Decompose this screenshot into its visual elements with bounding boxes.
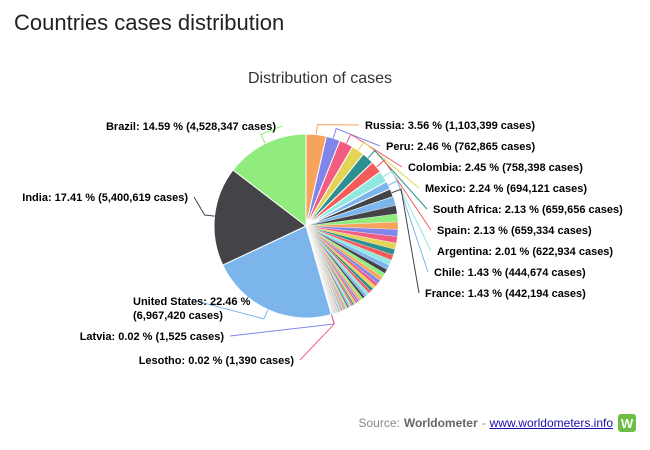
source-name: Worldometer [403,416,478,430]
data-label-united-states: United States: 22.46 % (6,967,420 cases) [133,296,251,322]
connector-peru [332,127,381,147]
data-label-argentina: Argentina: 2.01 % (622,934 cases) [437,246,613,258]
connector-france [391,188,420,294]
data-label-colombia: Colombia: 2.45 % (758,398 cases) [408,162,583,174]
data-label-chile: Chile: 1.43 % (444,674 cases) [434,267,586,279]
connector-south-africa [367,149,428,210]
pie-slices [213,133,399,319]
connector-colombia [345,133,403,168]
pie-slice-united-states[interactable] [222,225,332,319]
source-credit: Source: Worldometer - www.worldometers.i… [358,414,636,432]
connector-united-states [195,300,269,320]
connector-chile [388,180,429,273]
data-label-south-africa: South Africa: 2.13 % (659,656 cases) [433,204,623,216]
data-label-mexico: Mexico: 2.24 % (694,121 cases) [425,183,587,195]
connector-argentina [383,170,432,252]
pie-slice-india[interactable] [213,169,307,266]
connector-india [193,196,215,217]
data-labels: Russia: 3.56 % (1,103,399 cases) Peru: 2.… [22,120,623,367]
data-label-peru: Peru: 2.46 % (762,865 cases) [386,141,536,153]
connector-spain [376,159,432,231]
chart-title: Distribution of cases [248,70,392,87]
data-label-india: India: 17.41 % (5,400,619 cases) [22,192,188,204]
connector-russia [315,124,360,135]
data-label-russia: Russia: 3.56 % (1,103,399 cases) [365,120,535,132]
pie-chart: Distribution of cases Russia: 3.56 % (1,… [22,70,623,367]
source-label: Source: [358,416,400,430]
data-label-brazil: Brazil: 14.59 % (4,528,347 cases) [106,121,276,133]
page-title: Countries cases distribution [14,10,285,35]
worldometer-logo-icon[interactable]: W [618,414,636,432]
label-connectors [193,124,432,361]
connector-brazil [260,125,283,144]
data-label-france: France: 1.43 % (442,194 cases) [425,288,586,300]
connector-lesotho [299,314,335,361]
data-label-spain: Spain: 2.13 % (659,334 cases) [437,225,592,237]
source-link[interactable]: www.worldometers.info [489,416,613,430]
data-label-latvia: Latvia: 0.02 % (1,525 cases) [80,331,225,343]
connector-mexico [357,141,420,189]
pie-slice-brazil[interactable] [232,133,307,228]
data-label-lesotho: Lesotho: 0.02 % (1,390 cases) [139,355,295,367]
source-separator: - [481,416,486,430]
